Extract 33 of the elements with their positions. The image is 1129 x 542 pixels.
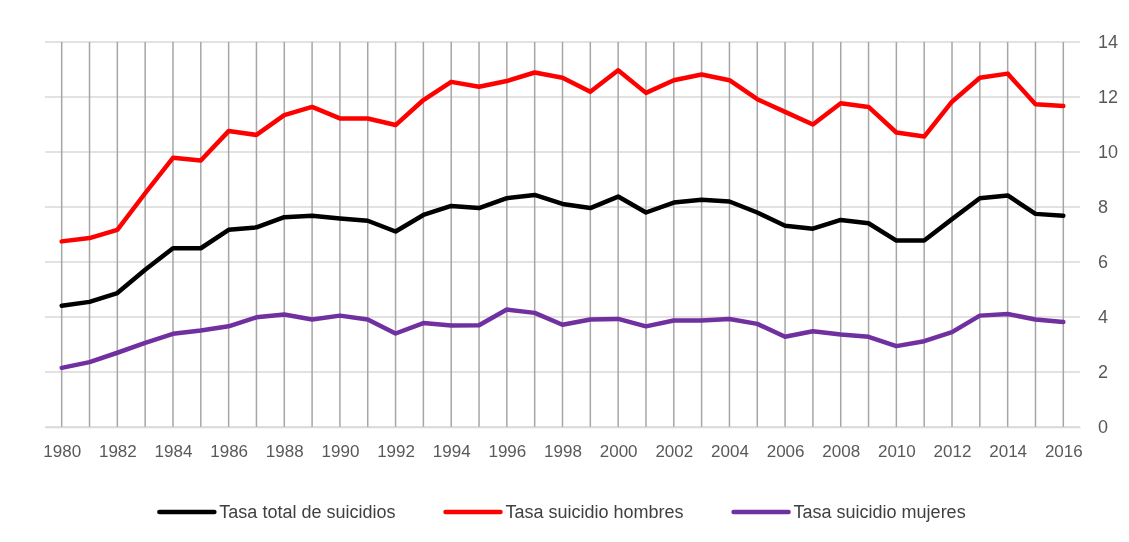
x-tick-label: 1990	[321, 442, 360, 462]
line-series	[59, 307, 1066, 371]
x-tick-label: 1996	[488, 442, 527, 462]
x-tick-label: 2000	[599, 442, 638, 462]
x-tick-label: 1994	[432, 442, 471, 462]
y-tick-label: 10	[1098, 142, 1119, 163]
line-series	[59, 192, 1066, 308]
x-tick-label: 1982	[98, 442, 137, 462]
y-tick-label: 6	[1098, 252, 1109, 273]
legend-label: Tasa total de suicidios	[219, 502, 396, 522]
y-tick-label: 0	[1098, 417, 1109, 438]
line-series	[59, 68, 1066, 244]
x-tick-label: 2014	[989, 442, 1028, 462]
x-tick-label: 2006	[766, 442, 805, 462]
x-tick-label: 1988	[265, 442, 304, 462]
x-tick-label: 1992	[377, 442, 415, 462]
legend-label: Tasa suicidio mujeres	[793, 502, 966, 522]
x-tick-label: 2016	[1044, 442, 1083, 462]
legend-label: Tasa suicidio hombres	[505, 502, 684, 522]
x-tick-label: 1998	[544, 442, 582, 462]
y-tick-label: 12	[1098, 87, 1119, 108]
x-tick-label: 2002	[655, 442, 694, 462]
y-tick-label: 14	[1098, 32, 1119, 53]
x-tick-label: 2010	[877, 442, 916, 462]
x-tick-label: 2012	[933, 442, 972, 462]
y-tick-label: 4	[1098, 307, 1109, 328]
x-tick-label: 1984	[154, 442, 193, 462]
x-tick-label: 2004	[711, 442, 749, 462]
y-tick-label: 8	[1098, 197, 1109, 218]
y-tick-label: 2	[1098, 362, 1109, 383]
x-tick-label: 1986	[210, 442, 249, 462]
x-tick-label: 2008	[822, 442, 861, 462]
x-tick-label: 1980	[43, 442, 82, 462]
